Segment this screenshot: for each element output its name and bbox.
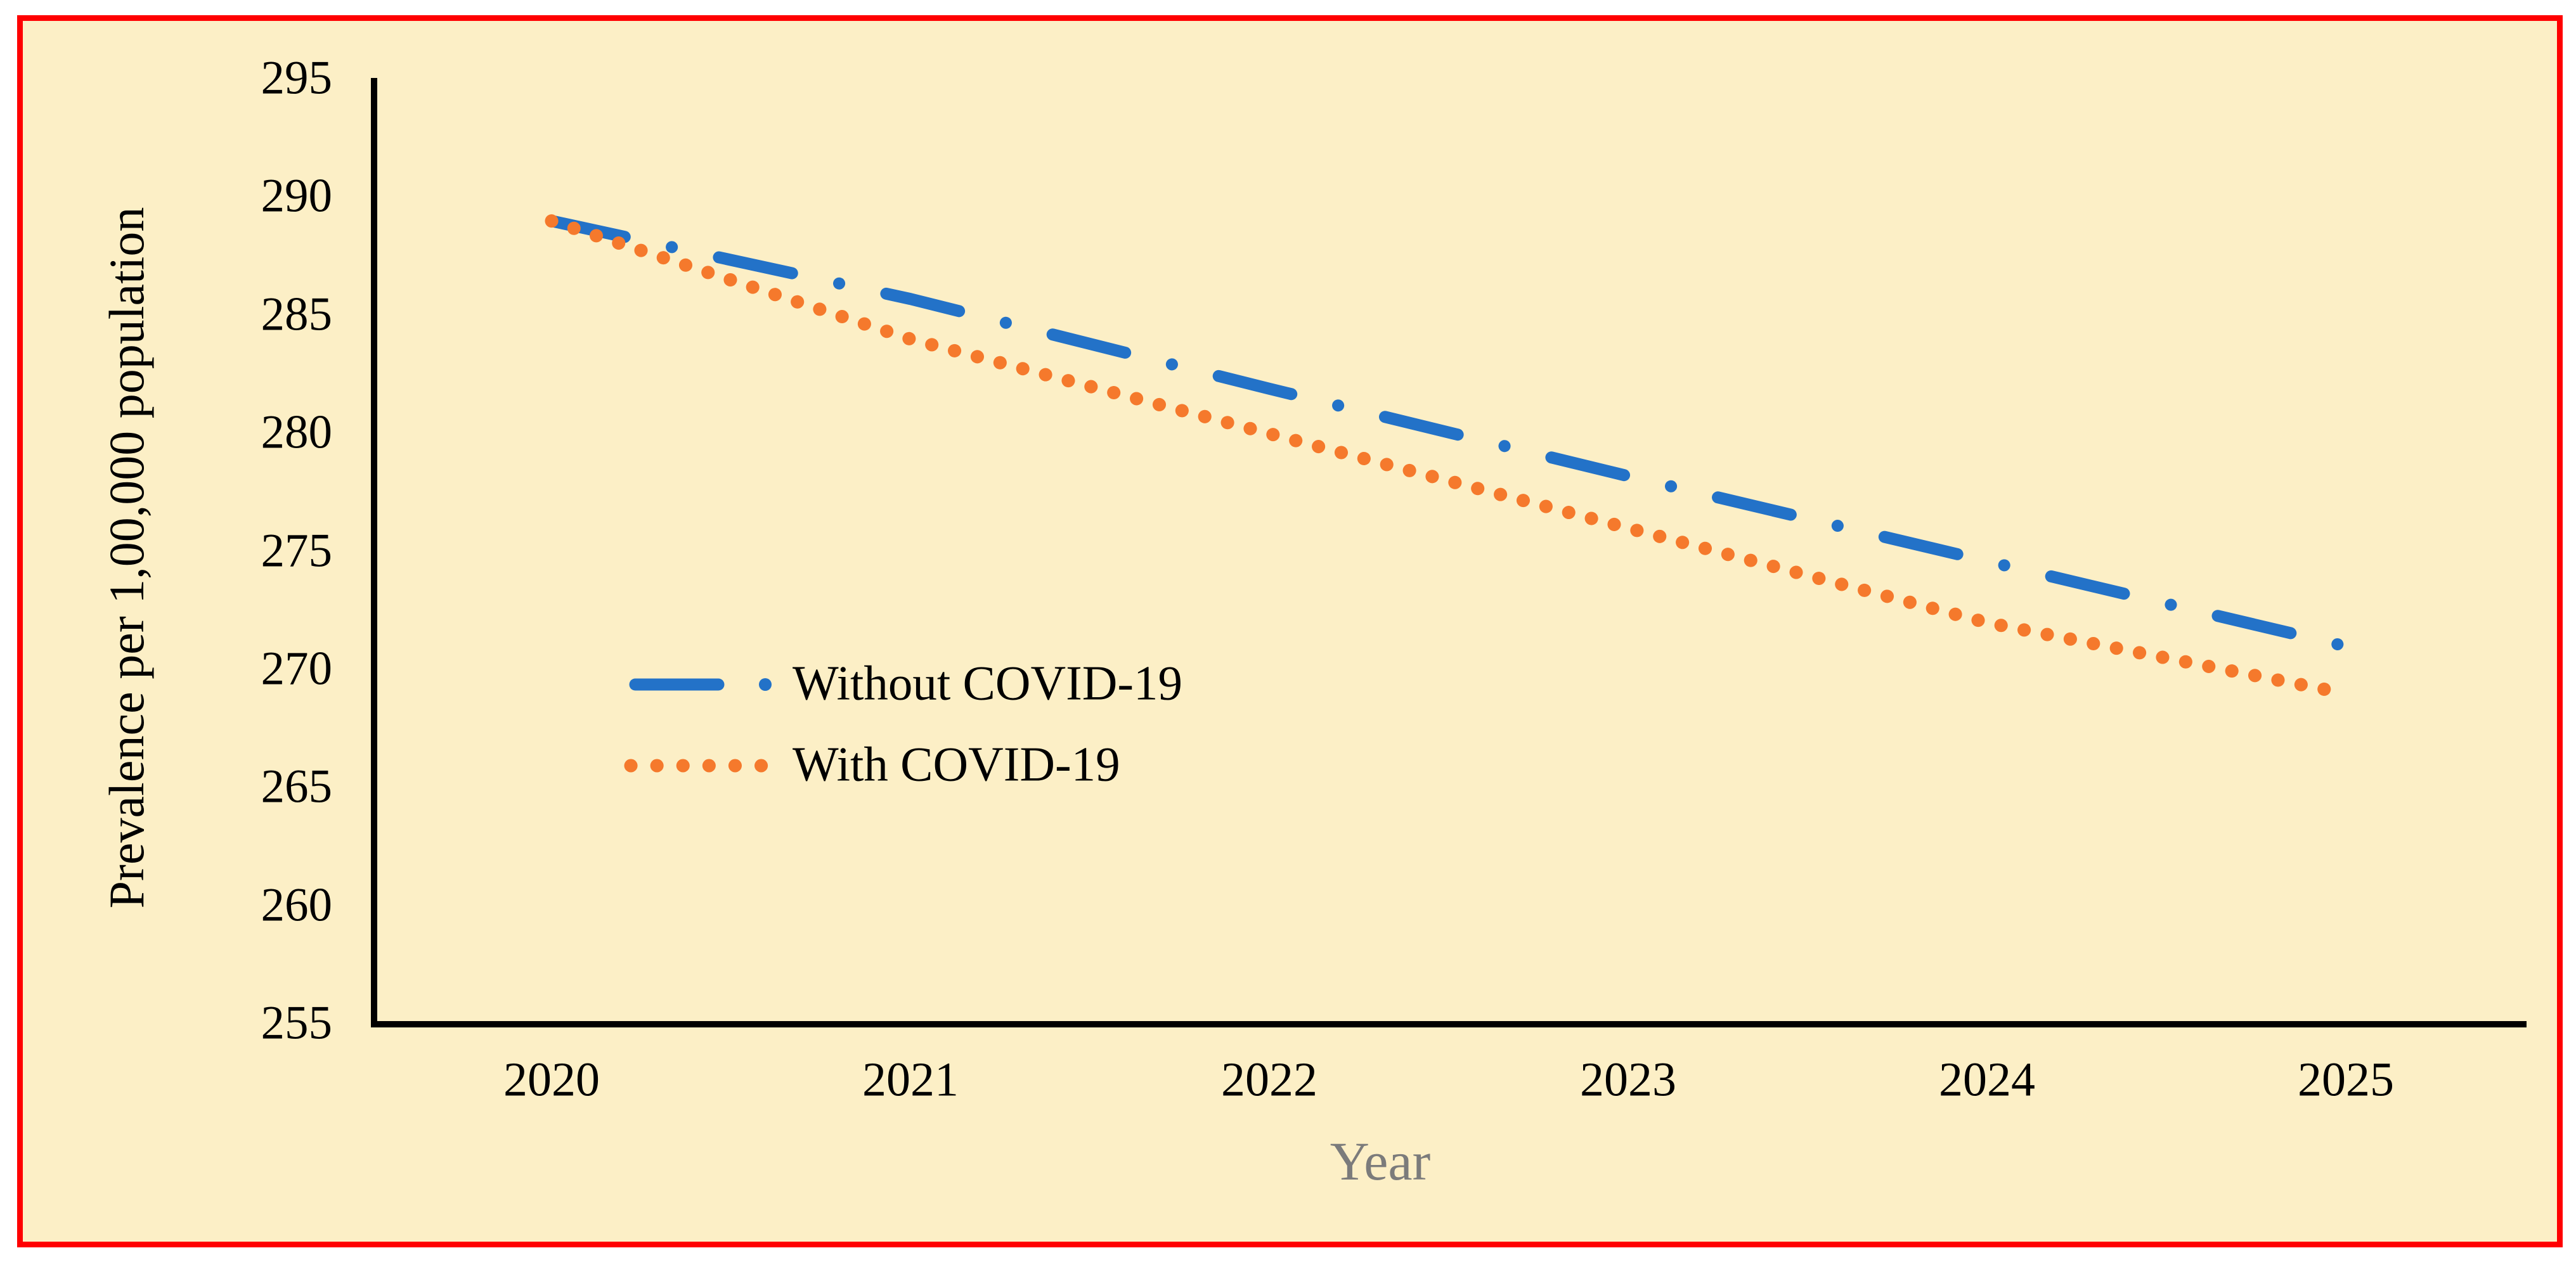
y-tick-label: 275 xyxy=(261,524,333,577)
chart-border-frame xyxy=(17,15,2563,1247)
y-tick-label: 255 xyxy=(261,996,333,1050)
axes-lines xyxy=(371,78,2527,1027)
x-tick-label: 2022 xyxy=(1221,1053,1317,1107)
y-tick-label: 265 xyxy=(261,760,333,813)
x-tick-label: 2024 xyxy=(1939,1053,2035,1107)
x-tick-label: 2025 xyxy=(2298,1053,2394,1107)
y-tick-label: 260 xyxy=(261,878,333,931)
x-tick-label: 2020 xyxy=(503,1053,600,1107)
y-tick-label: 280 xyxy=(261,406,333,459)
x-tick-label: 2023 xyxy=(1580,1053,1676,1107)
legend-label-with-covid: With COVID-19 xyxy=(793,736,1120,792)
series-line-with-covid xyxy=(545,214,2353,700)
y-tick-label: 295 xyxy=(261,51,333,105)
x-axis-title: Year xyxy=(1330,1131,1431,1192)
x-tick-label: 2021 xyxy=(862,1053,959,1107)
y-tick-label: 285 xyxy=(261,288,333,341)
legend-samples xyxy=(624,678,772,773)
y-tick-label: 270 xyxy=(261,642,333,695)
legend-label-without-covid: Without COVID-19 xyxy=(793,655,1182,711)
legend-dot-sample-without-covid xyxy=(759,678,772,691)
y-tick-label: 290 xyxy=(261,169,333,222)
series-line-without-covid xyxy=(545,215,2352,653)
